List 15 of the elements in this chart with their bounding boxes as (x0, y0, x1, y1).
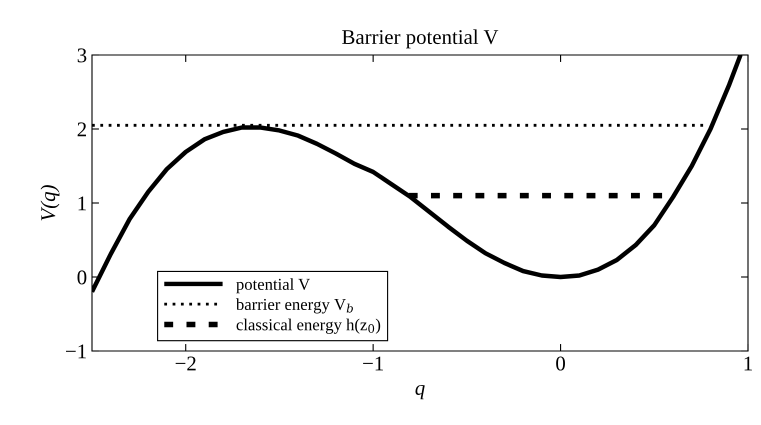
y-tick-label: 1 (78, 196, 86, 210)
legend-label: barrier energy V$_{b}$ (236, 298, 353, 314)
y-tick-label: 3 (78, 48, 86, 62)
y-tick-label: 2 (78, 122, 86, 136)
y-tick-label: 0 (78, 270, 86, 284)
x-axis-title: q (415, 384, 425, 400)
legend-label: classical energy h(z$_{0}$) (236, 318, 380, 334)
legend-label: potential V (236, 278, 310, 294)
y-axis-title: V(q) (40, 185, 60, 220)
x-tick-label: −2 (176, 356, 196, 370)
y-tick-label: −1 (66, 344, 86, 358)
x-tick-label: 1 (744, 356, 752, 370)
x-tick-label: −1 (363, 356, 383, 370)
x-tick-label: 0 (556, 356, 565, 371)
chart-title: Barrier potential V (342, 29, 498, 48)
